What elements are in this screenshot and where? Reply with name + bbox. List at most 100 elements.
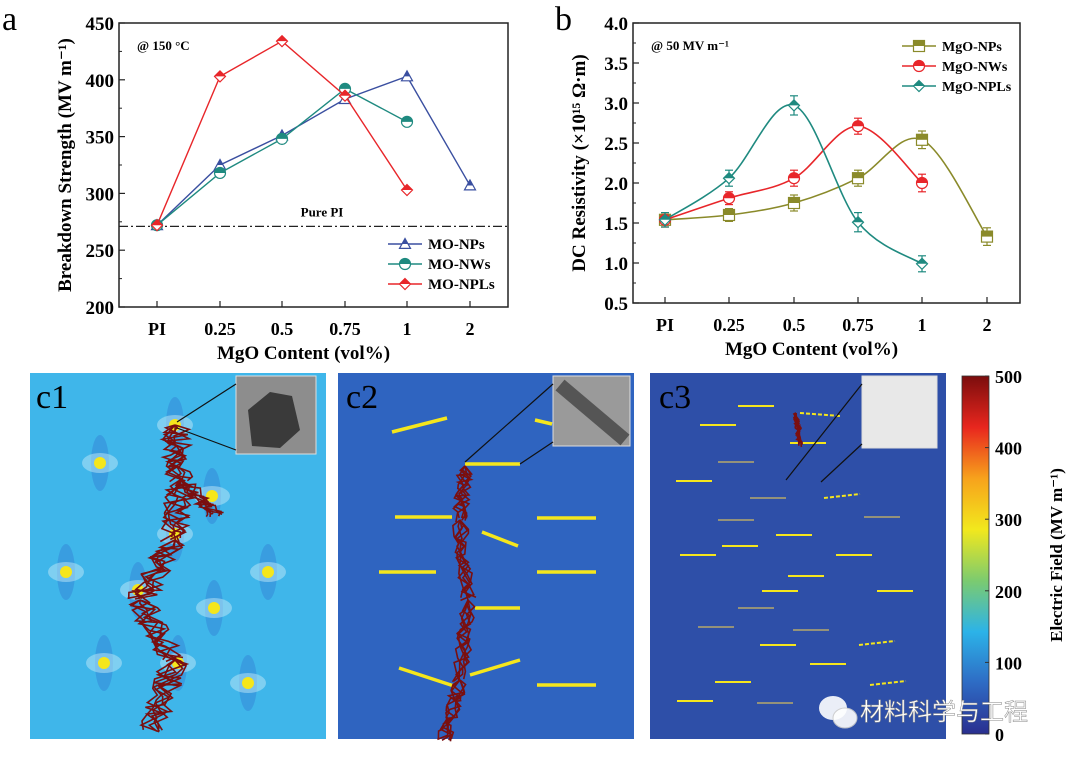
series-mo-npls: [150, 34, 414, 232]
data-point-fill: [401, 116, 413, 122]
y-axis-label: Breakdown Strength (MV m⁻¹): [55, 38, 76, 292]
mgo-nanoparticle: [242, 677, 254, 689]
y-tick-label: 400: [86, 71, 115, 92]
series-mgo-npls: [658, 95, 929, 273]
chart-b-dc-resistivity: b 0.5 1.0 1.5 2.0 2.5 3.0 3.5 4.0 PI 0.25 0.5 0.75 1…: [555, 1, 1021, 360]
breakdown-path: [131, 539, 176, 604]
data-point-fill: [852, 172, 864, 179]
legend-entry: MgO-NWs: [902, 59, 1008, 75]
colorbar-tick-label: 100: [995, 653, 1022, 673]
inset-arrow: [176, 427, 237, 451]
data-point-fill: [981, 231, 993, 237]
mgo-nanoparticle: [94, 457, 106, 469]
watermark-text: 材料科学与工程: [860, 699, 1028, 726]
data-point-fill: [339, 90, 351, 96]
breakdown-path: [792, 412, 803, 448]
data-point-fill: [852, 216, 864, 223]
legend-marker-fill: [913, 80, 925, 86]
tem-inset-image: [861, 375, 938, 449]
legend-entry: MgO-NPLs: [902, 79, 1012, 95]
x-tick-label: 0.5: [783, 315, 806, 335]
data-point-fill: [916, 134, 928, 140]
breakdown-path: [162, 424, 188, 482]
tem-nanowire: [555, 379, 630, 446]
x-tick-label: PI: [656, 315, 674, 335]
x-tick-label: 0.25: [204, 319, 236, 339]
breakdown-path: [159, 424, 191, 479]
tem-particle: [248, 392, 300, 448]
x-tick-label: 0.75: [329, 319, 361, 339]
breakdown-path: [139, 599, 172, 661]
data-point-fill: [788, 172, 800, 179]
breakdown-path: [160, 479, 188, 543]
data-point-fill: [659, 214, 671, 220]
mgo-nanoplatelet: [858, 640, 896, 646]
mgo-nanoplatelet: [823, 493, 861, 499]
breakdown-path: [127, 539, 184, 600]
reference-line-label: Pure PI: [301, 204, 344, 219]
legend-label: MO-NPLs: [428, 277, 495, 293]
y-tick-label: 2.0: [604, 174, 628, 195]
legend-marker-fill: [913, 60, 925, 66]
simulation-panel-c1: [30, 373, 326, 739]
x-tick-label: PI: [148, 319, 166, 339]
legend-marker-fill: [402, 238, 408, 244]
breakdown-path: [458, 519, 471, 599]
y-axis-label: DC Resistivity (×10¹⁵ Ω·m): [569, 54, 590, 271]
mgo-nanoparticle: [208, 602, 220, 614]
mgo-nanoparticle: [262, 566, 274, 578]
panel-label-a: a: [2, 1, 17, 38]
inset-arrow: [176, 383, 237, 423]
mgo-nanoparticle: [206, 490, 218, 502]
colorbar-title: Electric Field (MV m⁻¹): [1047, 468, 1066, 642]
data-point-fill: [788, 99, 800, 106]
mgo-nanoplatelet: [869, 680, 907, 686]
colorbar: Electric Field (MV m⁻¹) 500 400 300 200 100 0: [961, 367, 1066, 745]
panel-label-c1: c1: [36, 379, 68, 416]
y-tick-label: 1.0: [604, 254, 628, 275]
data-point-fill: [401, 184, 413, 190]
chart-a-breakdown-strength: a 200 250 300 350 400 450 PI 0.25 0.5 0.75 1 2 MgO C…: [2, 1, 509, 364]
x-tick-label: 2: [466, 319, 475, 339]
colorbar-tick-label: 500: [995, 367, 1022, 387]
breakdown-path: [456, 519, 473, 601]
x-tick-label: 1: [918, 315, 927, 335]
breakdown-path: [458, 465, 473, 521]
breakdown-path: [451, 599, 473, 683]
y-tick-label: 300: [86, 184, 115, 205]
mgo-nanowire: [481, 530, 519, 548]
breakdown-path: [129, 599, 184, 659]
data-point-fill: [467, 179, 473, 186]
colorbar-tick-label: 0: [995, 725, 1004, 745]
breakdown-path: [441, 679, 467, 740]
breakdown-path: [444, 679, 466, 742]
x-tick-label: 1: [403, 319, 412, 339]
legend-label: MgO-NPLs: [942, 80, 1012, 95]
series-line: [664, 137, 988, 238]
y-tick-label: 0.5: [604, 294, 628, 315]
x-tick-label: 2: [983, 315, 992, 335]
breakdown-path: [139, 659, 190, 733]
condition-annotation: @ 50 MV m⁻¹: [651, 38, 729, 53]
breakdown-path: [131, 599, 182, 662]
data-point-fill: [276, 133, 288, 139]
breakdown-path: [141, 659, 184, 731]
legend-entry: MO-NPLs: [388, 277, 495, 293]
data-point-fill: [276, 35, 288, 42]
inset-arrow: [820, 443, 863, 483]
mgo-nanoparticle: [98, 657, 110, 669]
simulation-panel-c3: [650, 373, 946, 739]
breakdown-path: [133, 599, 183, 663]
inset-arrow: [464, 383, 554, 463]
y-tick-label: 1.5: [604, 214, 628, 235]
x-tick-label: 0.75: [842, 315, 874, 335]
series-mo-nws: [150, 82, 414, 232]
breakdown-path: [179, 479, 213, 518]
legend-label: MgO-NPs: [942, 40, 1002, 55]
series-line: [156, 88, 408, 226]
x-axis-label: MgO Content (vol%): [217, 343, 390, 364]
legend-label: MO-NPs: [428, 237, 485, 253]
breakdown-path: [162, 479, 194, 538]
colorbar-tick-label: 300: [995, 510, 1022, 530]
mgo-nanoparticle: [60, 566, 72, 578]
